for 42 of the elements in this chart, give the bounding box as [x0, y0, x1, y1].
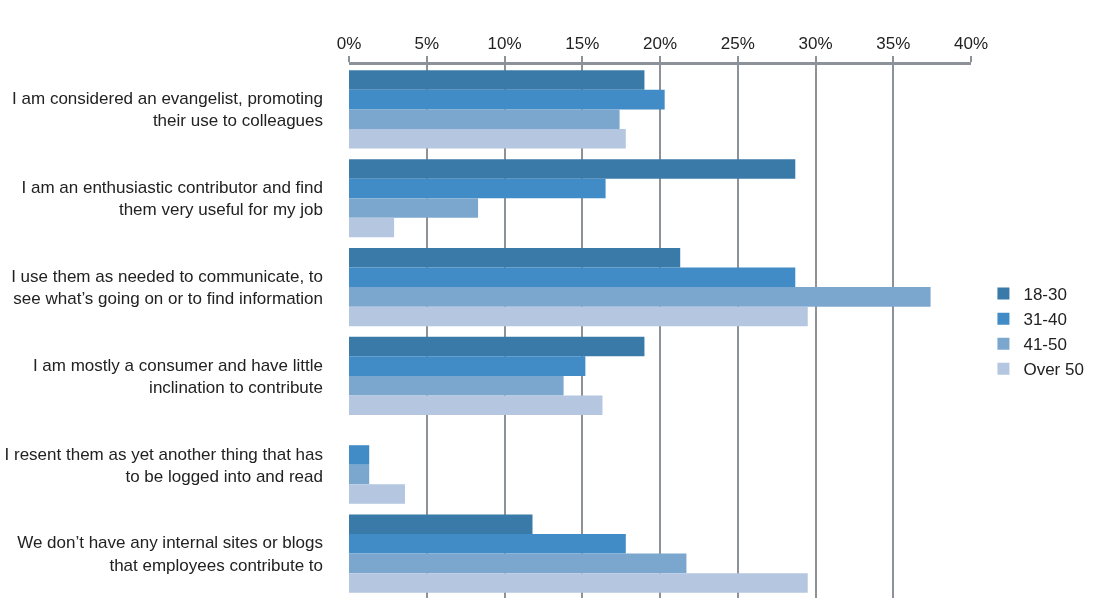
- bar: [349, 89, 665, 110]
- bar: [349, 573, 808, 593]
- bar: [349, 287, 931, 307]
- x-tick-label: 15%: [565, 34, 600, 54]
- bar: [349, 306, 808, 327]
- y-tick-label: I resent them as yet another thing that has to be logged into and read: [4, 444, 323, 486]
- bar: [349, 484, 405, 504]
- bar: [349, 217, 395, 238]
- bar: [349, 70, 645, 90]
- x-tick-label: 35%: [876, 34, 911, 54]
- bar: [349, 395, 603, 415]
- x-tick-label: 10%: [487, 34, 522, 54]
- bar: [349, 109, 620, 129]
- bar: [349, 445, 370, 465]
- x-tick-label: 30%: [798, 34, 833, 54]
- bar: [349, 159, 796, 179]
- legend-label: 18-30: [1023, 285, 1067, 305]
- bar: [349, 336, 645, 357]
- bar: [349, 128, 626, 149]
- x-tick-label: 40%: [953, 34, 989, 54]
- bar: [349, 514, 533, 535]
- y-tick-label: I am an enthusiastic contributor and find them very useful for my job: [21, 178, 323, 220]
- x-tick-label: 5%: [414, 34, 440, 54]
- y-tick-label: I am mostly a consumer and have little inclination to contribute: [32, 355, 323, 397]
- bar: [349, 534, 626, 554]
- y-tick-label: I am considered an evangelist, promoting their use to colleagues: [12, 89, 323, 131]
- bar: [349, 356, 586, 376]
- bar: [349, 464, 370, 485]
- bar: [349, 553, 687, 574]
- bar: [349, 178, 606, 199]
- bar: [349, 267, 796, 288]
- legend-label: 41-50: [1023, 335, 1067, 355]
- x-tick-label: 20%: [642, 34, 678, 54]
- legend-label: Over 50: [1023, 360, 1084, 380]
- bar: [349, 248, 681, 268]
- y-tick-label: I use them as needed to communicate, to see what’s going on or to find information: [11, 266, 323, 309]
- x-tick-label: 0%: [336, 34, 362, 54]
- y-tick-label: We don’t have any internal sites or blogs that employees contribute to: [17, 533, 323, 575]
- bar: [349, 375, 564, 396]
- legend-label: 31-40: [1023, 310, 1067, 330]
- x-tick-label: 25%: [720, 34, 755, 54]
- bar: [349, 198, 479, 218]
